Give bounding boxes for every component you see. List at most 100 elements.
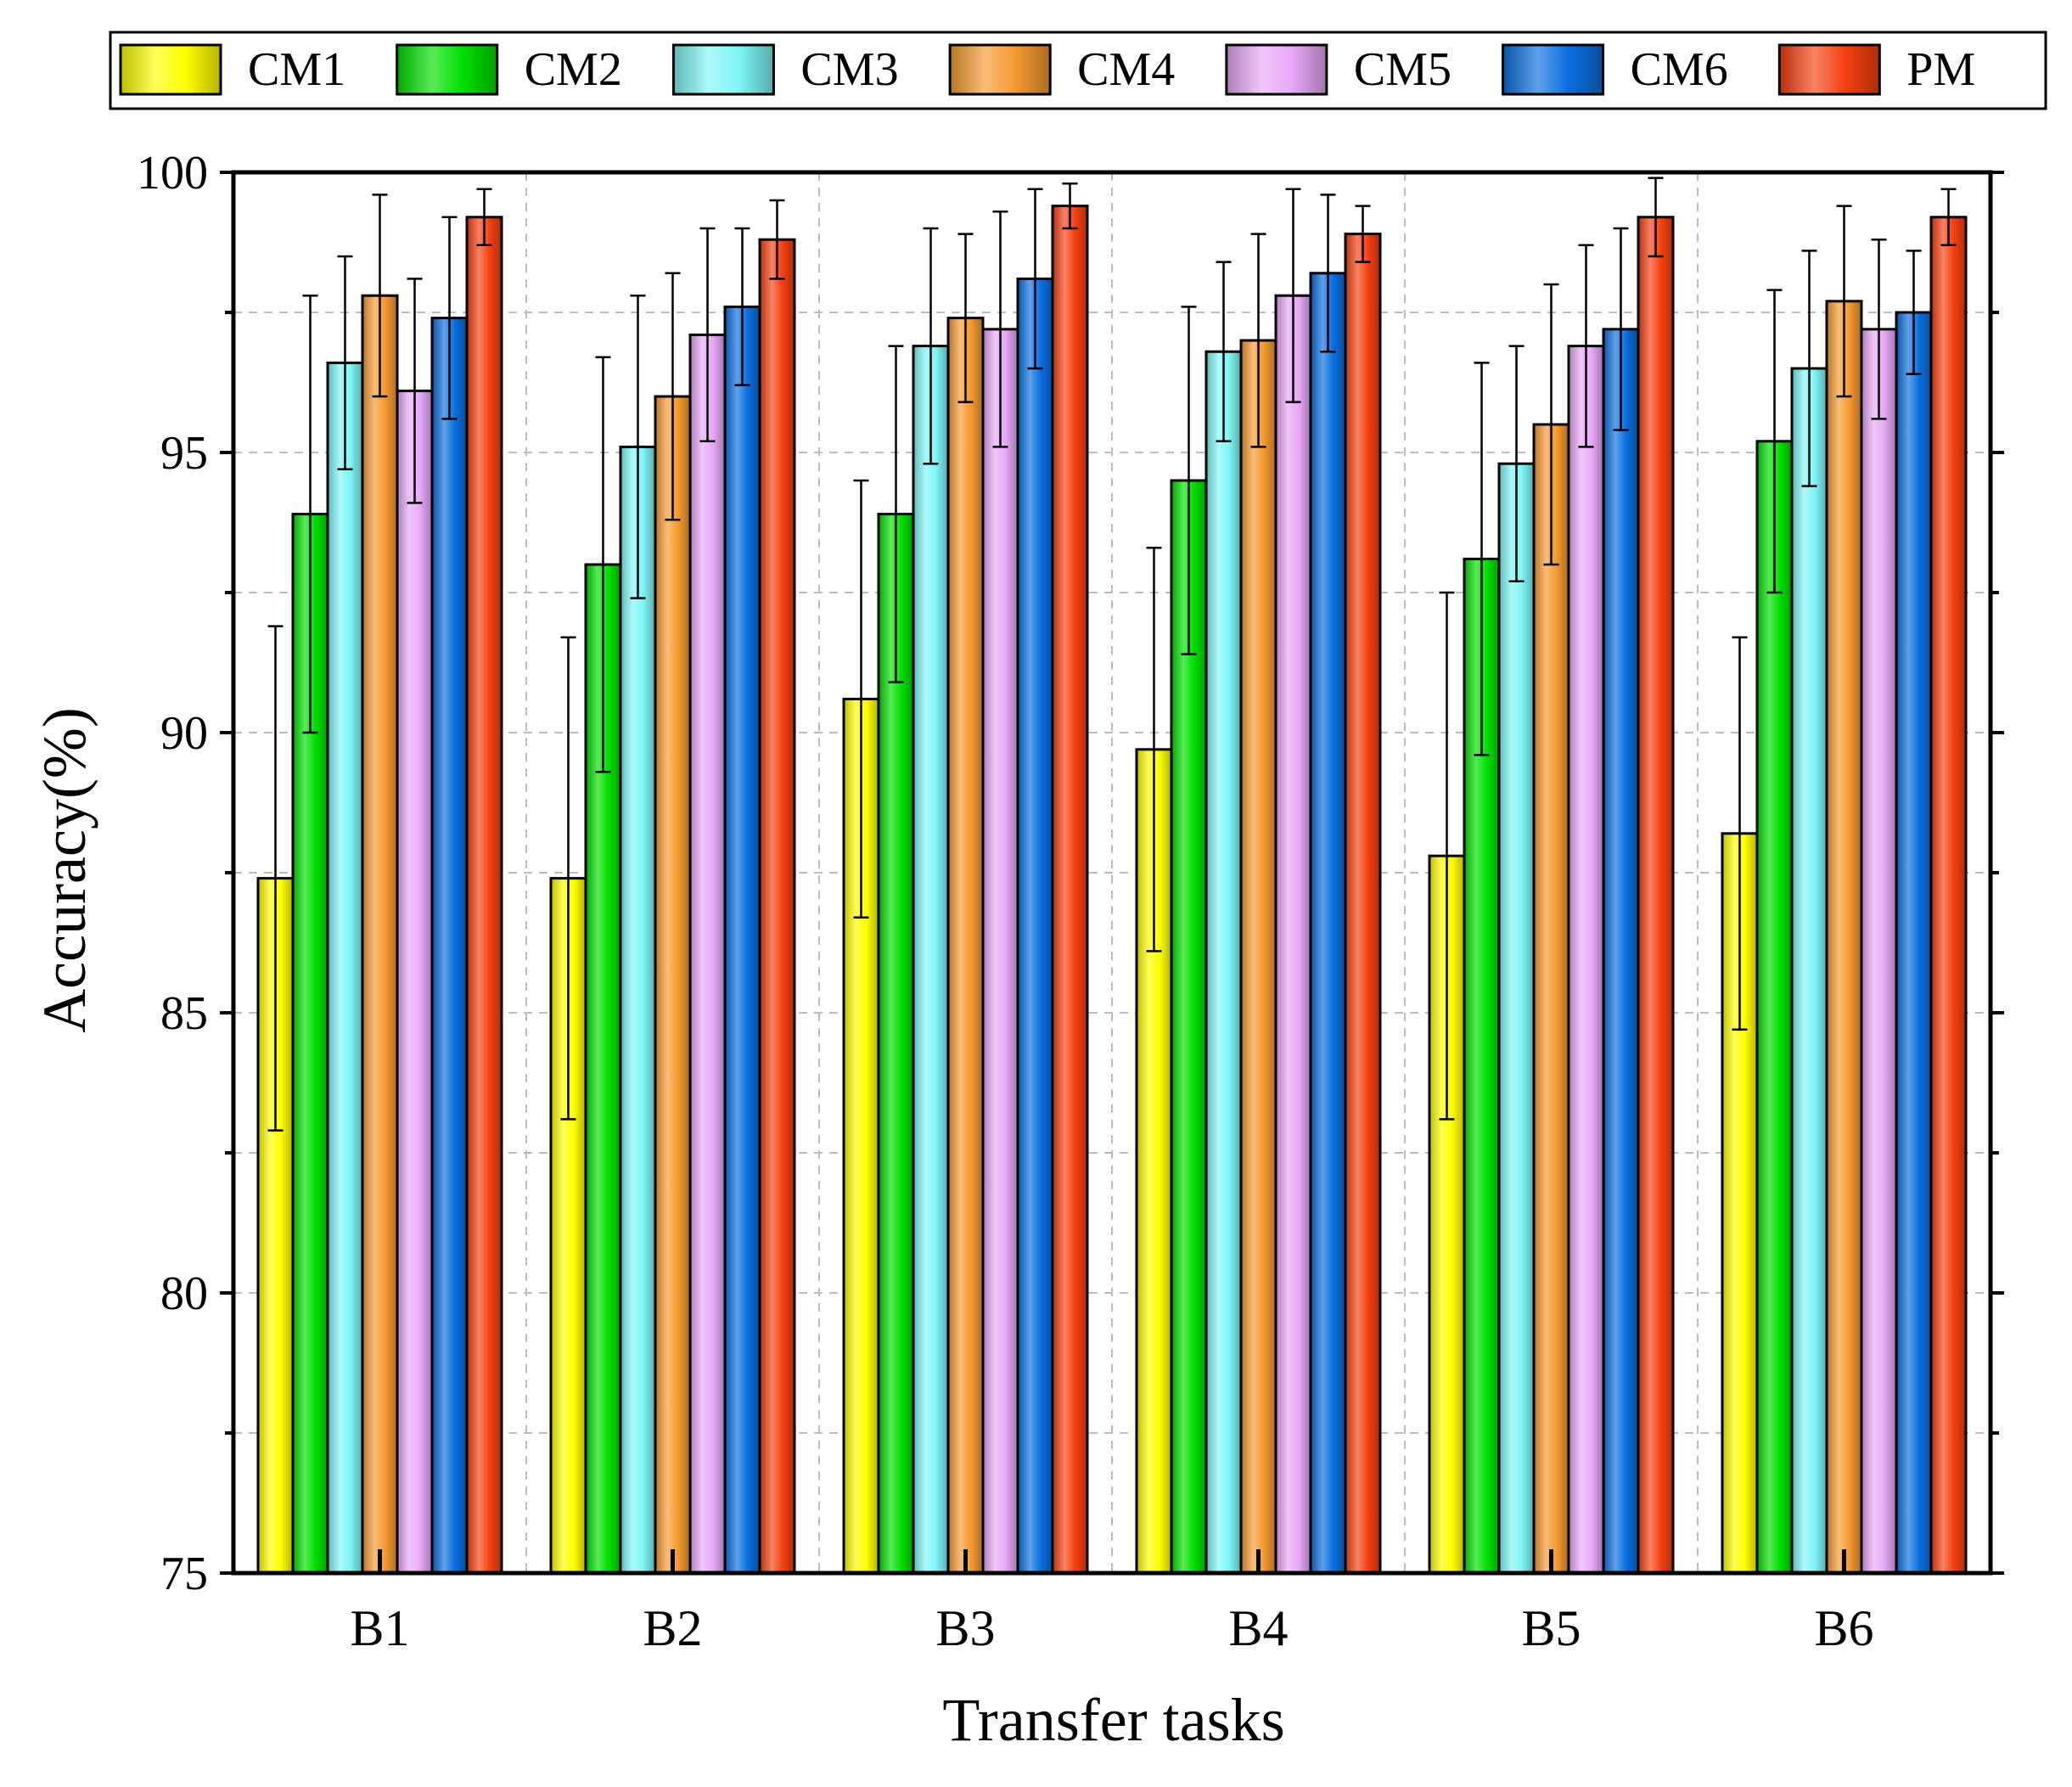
error-bar-cm2-b2 <box>595 356 611 773</box>
error-bar-cm4-b4 <box>1250 233 1266 448</box>
error-bar-cm6-b2 <box>734 227 750 387</box>
legend-item-cm5: CM5 <box>1225 43 1452 96</box>
bar-cm6-b6 <box>1895 311 1933 1575</box>
bar-pm-b2 <box>758 238 796 1575</box>
legend-label-pm: PM <box>1906 43 1975 96</box>
bar-pm-b1 <box>465 216 503 1575</box>
error-bar-cm3-b5 <box>1508 345 1525 583</box>
y-tick-label: 80 <box>160 1267 208 1320</box>
bar-pm-b4 <box>1344 233 1382 1575</box>
error-bar-cm4-b3 <box>957 233 974 403</box>
x-tick-label-b4: B4 <box>1228 1600 1288 1656</box>
bar-cm5-b1 <box>396 389 434 1575</box>
legend-swatch-pm <box>1777 43 1881 96</box>
error-bar-cm3-b3 <box>923 227 939 465</box>
x-tick-label-b1: B1 <box>350 1600 409 1656</box>
bar-cm3-b6 <box>1790 367 1828 1575</box>
bar-cm4-b1 <box>361 294 399 1575</box>
error-bar-pm-b1 <box>476 188 492 247</box>
axis-labels: Transfer tasks Accuracy(%) <box>31 707 1285 1754</box>
bar-cm4-b6 <box>1825 300 1863 1575</box>
error-bar-pm-b4 <box>1355 205 1371 263</box>
legend-label-cm4: CM4 <box>1077 43 1175 96</box>
error-bar-pm-b3 <box>1062 182 1078 230</box>
y-tick-label: 75 <box>160 1548 208 1600</box>
bar-cm4-b4 <box>1239 339 1277 1575</box>
error-bar-cm3-b1 <box>337 255 353 471</box>
bar-cm6-b5 <box>1602 328 1640 1575</box>
legend-swatch-cm5 <box>1225 43 1328 96</box>
bar-cm4-b2 <box>654 395 692 1575</box>
error-bar-cm4-b5 <box>1543 283 1559 566</box>
bar-cm5-b3 <box>981 328 1019 1575</box>
error-bar-cm4-b6 <box>1836 205 1852 398</box>
error-bar-cm5-b5 <box>1578 244 1594 448</box>
y-tick-label: 100 <box>137 147 208 199</box>
error-bar-cm2-b3 <box>888 345 904 683</box>
error-bar-cm5-b2 <box>699 227 716 443</box>
error-bar-pm-b2 <box>769 199 785 280</box>
error-bar-pm-b5 <box>1648 177 1664 258</box>
bar-cm5-b2 <box>688 333 727 1575</box>
legend-item-cm1: CM1 <box>119 43 345 96</box>
bar-cm5-b5 <box>1567 345 1605 1575</box>
axes: 75 80 85 90 95 100 B1 B2 B3 B4 B5 B6 <box>137 147 2004 1656</box>
error-bar-cm6-b4 <box>1320 194 1336 353</box>
bar-pm-b5 <box>1637 216 1675 1575</box>
error-bar-cm1-b6 <box>1732 636 1748 1031</box>
bar-cm4-b3 <box>946 317 985 1575</box>
error-bar-cm2-b4 <box>1181 306 1197 655</box>
error-bars <box>267 177 1957 1132</box>
bar-cm3-b5 <box>1497 462 1536 1575</box>
legend-label-cm5: CM5 <box>1354 43 1452 96</box>
legend-item-cm4: CM4 <box>948 43 1175 96</box>
legend-swatch-cm4 <box>948 43 1052 96</box>
bars <box>256 205 1968 1575</box>
error-bar-cm1-b5 <box>1439 591 1455 1121</box>
grid-lines <box>233 172 1991 1573</box>
x-axis-title: Transfer tasks <box>942 1686 1284 1754</box>
legend-label-cm3: CM3 <box>800 43 898 96</box>
bar-pm-b6 <box>1929 216 1968 1575</box>
x-tick-label-b3: B3 <box>935 1600 995 1656</box>
bar-cm5-b4 <box>1274 294 1312 1575</box>
bar-cm3-b3 <box>912 345 950 1575</box>
legend-item-cm2: CM2 <box>396 43 622 96</box>
bar-cm3-b1 <box>326 361 364 1575</box>
bar-cm6-b2 <box>723 305 761 1575</box>
bar-cm5-b6 <box>1860 328 1898 1575</box>
bar-cm6-b4 <box>1309 272 1347 1575</box>
y-tick-label: 90 <box>160 707 208 760</box>
y-tick-label: 95 <box>160 427 208 480</box>
bar-cm3-b4 <box>1204 350 1243 1575</box>
legend-swatch-cm2 <box>396 43 499 96</box>
x-tick-label-b5: B5 <box>1521 1600 1581 1656</box>
error-bar-cm4-b2 <box>665 272 681 521</box>
legend-item-cm6: CM6 <box>1502 43 1728 96</box>
y-tick-label: 85 <box>160 987 208 1040</box>
legend: CM1 CM2 CM3 CM4 CM5 CM6 PM <box>109 31 2047 110</box>
legend-label-cm2: CM2 <box>525 43 622 96</box>
legend-label-cm6: CM6 <box>1631 43 1728 96</box>
error-bar-cm6-b6 <box>1906 250 1922 375</box>
x-tick-label-b6: B6 <box>1814 1600 1873 1656</box>
error-bar-cm2-b1 <box>302 294 318 734</box>
error-bar-cm4-b1 <box>372 194 388 398</box>
bar-cm6-b1 <box>430 317 469 1575</box>
error-bar-cm6-b1 <box>441 216 458 420</box>
error-bar-cm5-b3 <box>992 210 1008 448</box>
bar-cm2-b6 <box>1755 440 1794 1575</box>
bar-cm6-b3 <box>1016 277 1054 1575</box>
legend-label-cm1: CM1 <box>248 43 345 96</box>
x-tick-label-b2: B2 <box>643 1600 702 1656</box>
error-bar-cm2-b6 <box>1766 289 1783 594</box>
error-bar-cm5-b4 <box>1285 188 1301 403</box>
bar-cm3-b2 <box>619 445 657 1575</box>
bar-pm-b3 <box>1051 205 1089 1575</box>
error-bar-cm2-b5 <box>1474 362 1490 756</box>
error-bar-cm5-b1 <box>407 278 423 504</box>
legend-swatch-cm3 <box>671 43 775 96</box>
legend-item-pm: PM <box>1777 43 1975 96</box>
